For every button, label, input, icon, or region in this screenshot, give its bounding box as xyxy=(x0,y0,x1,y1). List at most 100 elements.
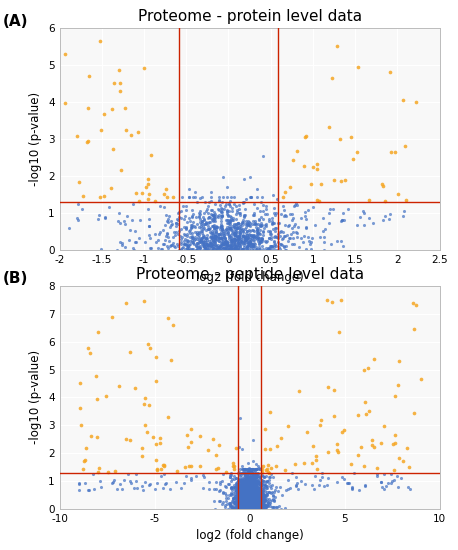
Point xyxy=(102,213,109,222)
Point xyxy=(240,230,247,239)
Point xyxy=(238,504,245,513)
Point xyxy=(286,233,293,242)
Point xyxy=(219,240,226,249)
Point xyxy=(277,239,284,248)
Point xyxy=(200,240,207,249)
Point xyxy=(241,496,248,505)
Point xyxy=(246,489,253,498)
Point xyxy=(240,498,247,507)
Point xyxy=(224,238,231,247)
Point xyxy=(241,233,248,242)
Point xyxy=(234,502,241,511)
Point xyxy=(166,485,174,493)
Point xyxy=(177,224,185,233)
Point xyxy=(184,242,191,251)
Point xyxy=(247,500,255,509)
Text: (A): (A) xyxy=(2,14,28,29)
Point xyxy=(229,483,237,492)
Point xyxy=(247,485,255,494)
Point xyxy=(273,482,280,491)
Point xyxy=(246,493,254,502)
Point xyxy=(245,503,252,512)
Point xyxy=(238,488,245,497)
Point xyxy=(139,481,146,490)
Point xyxy=(248,492,256,500)
Point xyxy=(309,202,316,211)
Point xyxy=(249,500,256,509)
Point xyxy=(245,493,252,502)
Point xyxy=(244,476,251,485)
Point xyxy=(245,498,252,507)
Point xyxy=(244,497,251,505)
Point xyxy=(236,465,243,474)
Point xyxy=(257,484,264,493)
Point xyxy=(289,239,296,248)
Point xyxy=(251,469,258,477)
Point xyxy=(193,245,201,254)
Point xyxy=(247,504,255,513)
Point xyxy=(275,501,282,510)
Point xyxy=(237,498,245,507)
Point xyxy=(201,219,208,228)
Point xyxy=(145,481,152,490)
Point xyxy=(238,490,245,499)
Point xyxy=(240,502,247,510)
Point xyxy=(238,488,245,497)
Point xyxy=(304,206,311,214)
Point xyxy=(241,484,249,493)
Point xyxy=(131,484,138,493)
Point xyxy=(209,211,216,220)
Point xyxy=(76,378,83,387)
Point xyxy=(234,480,242,488)
Point xyxy=(264,461,272,470)
Point xyxy=(252,501,259,510)
Point xyxy=(226,219,234,228)
Point xyxy=(239,496,246,505)
Point xyxy=(188,212,196,221)
Point xyxy=(247,499,254,508)
Point xyxy=(245,492,252,501)
Point xyxy=(238,499,245,508)
Point xyxy=(260,499,267,508)
Point xyxy=(166,223,174,232)
Point xyxy=(239,493,246,502)
Point xyxy=(243,477,250,486)
Point xyxy=(255,498,262,507)
Point xyxy=(242,493,250,502)
Point xyxy=(256,491,263,500)
Point xyxy=(145,230,153,239)
Point xyxy=(236,472,243,481)
Point xyxy=(269,224,277,233)
Point xyxy=(199,241,207,250)
Point xyxy=(232,499,240,508)
Point xyxy=(244,468,251,476)
Point xyxy=(252,223,260,232)
Point xyxy=(256,465,263,474)
Point xyxy=(265,476,273,485)
Point xyxy=(245,500,252,509)
Point xyxy=(253,490,260,499)
Point xyxy=(242,494,249,503)
Point xyxy=(241,483,248,492)
Point xyxy=(249,491,256,499)
Point xyxy=(250,227,257,236)
Point xyxy=(249,502,256,511)
Point xyxy=(246,504,253,513)
Point xyxy=(250,493,257,502)
Point xyxy=(258,502,266,510)
Point xyxy=(241,501,248,510)
Point xyxy=(248,491,255,499)
Point xyxy=(239,480,246,489)
Point xyxy=(240,496,248,505)
Point xyxy=(293,147,300,156)
Point xyxy=(318,472,325,481)
Point xyxy=(248,481,256,490)
Point xyxy=(247,495,255,504)
Point xyxy=(252,233,259,242)
Point xyxy=(230,230,237,239)
Point xyxy=(247,498,255,507)
Point xyxy=(250,503,257,512)
Point xyxy=(237,500,244,509)
Point xyxy=(239,197,246,206)
Point xyxy=(192,212,199,221)
